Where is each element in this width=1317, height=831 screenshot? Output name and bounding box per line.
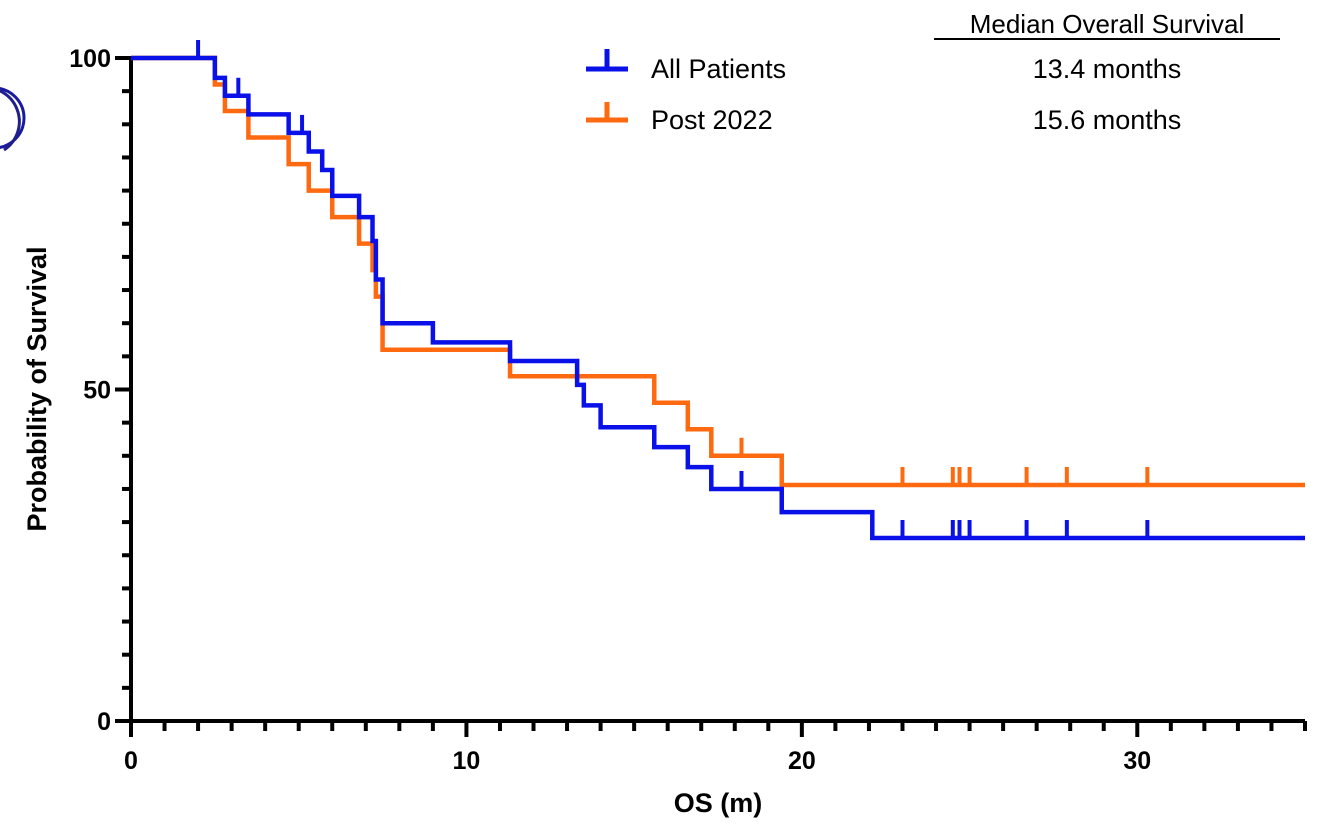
legend-series-name: All Patients [651, 54, 786, 84]
x-tick-label: 20 [788, 747, 816, 775]
series-layer [131, 40, 1305, 541]
y-tick-label: 0 [97, 708, 111, 736]
survival-curve-line [131, 55, 1305, 541]
x-axis-label: OS (m) [674, 788, 763, 818]
legend-series-name: Post 2022 [651, 105, 773, 135]
legend-median-value: 15.6 months [1033, 105, 1182, 135]
series-all-patients [131, 40, 1305, 541]
x-tick-label: 10 [453, 747, 481, 775]
x-tick-label: 0 [124, 747, 138, 775]
legend-entry-all-patients: All Patients 13.4 months [586, 49, 1181, 84]
circle-marker-icon [0, 87, 26, 149]
y-tick-label: 100 [69, 45, 111, 73]
y-axis-label: Probability of Survival [22, 246, 52, 531]
x-tick-label: 30 [1123, 747, 1151, 775]
y-tick-label: 50 [83, 377, 111, 405]
legend: Median Overall Survival All Patients 13.4… [586, 9, 1280, 135]
legend-entry-post-2022: Post 2022 15.6 months [586, 102, 1181, 135]
partial-circle-edge [0, 89, 21, 152]
legend-median-value: 13.4 months [1033, 54, 1182, 84]
axes: 0 10 20 30 0 50 100 [69, 45, 1307, 775]
legend-header: Median Overall Survival [970, 9, 1245, 39]
